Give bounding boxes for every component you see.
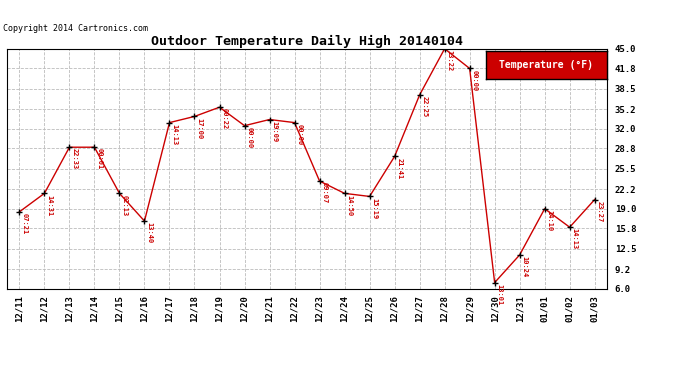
Text: 13:40: 13:40 — [146, 222, 152, 243]
Text: 14:13: 14:13 — [572, 228, 578, 250]
Text: 00:00: 00:00 — [246, 127, 253, 148]
Text: 10:24: 10:24 — [522, 256, 528, 278]
Text: 22:25: 22:25 — [422, 96, 428, 117]
Text: 00:22: 00:22 — [221, 108, 228, 130]
Text: 13:01: 13:01 — [497, 284, 502, 305]
Text: Temperature (°F): Temperature (°F) — [499, 60, 593, 70]
Text: 14:10: 14:10 — [546, 210, 553, 231]
Text: 14:31: 14:31 — [46, 195, 52, 216]
Text: 07:21: 07:21 — [21, 213, 28, 234]
Text: 14:50: 14:50 — [346, 195, 353, 216]
Text: 15:19: 15:19 — [372, 198, 377, 219]
Text: 00:01: 00:01 — [97, 148, 102, 170]
Text: 22:33: 22:33 — [72, 148, 77, 170]
Text: 09:07: 09:07 — [322, 182, 328, 204]
Text: 13:22: 13:22 — [446, 50, 453, 71]
Text: 19:09: 19:09 — [272, 121, 277, 142]
Text: 14:13: 14:13 — [172, 124, 177, 145]
Text: 17:00: 17:00 — [197, 118, 202, 139]
Text: Copyright 2014 Cartronics.com: Copyright 2014 Cartronics.com — [3, 24, 148, 33]
Text: 02:13: 02:13 — [121, 195, 128, 216]
Text: 23:27: 23:27 — [597, 201, 602, 222]
Text: 00:00: 00:00 — [297, 124, 302, 145]
Text: 21:41: 21:41 — [397, 158, 402, 179]
Title: Outdoor Temperature Daily High 20140104: Outdoor Temperature Daily High 20140104 — [151, 34, 463, 48]
Text: 00:00: 00:00 — [472, 70, 477, 91]
